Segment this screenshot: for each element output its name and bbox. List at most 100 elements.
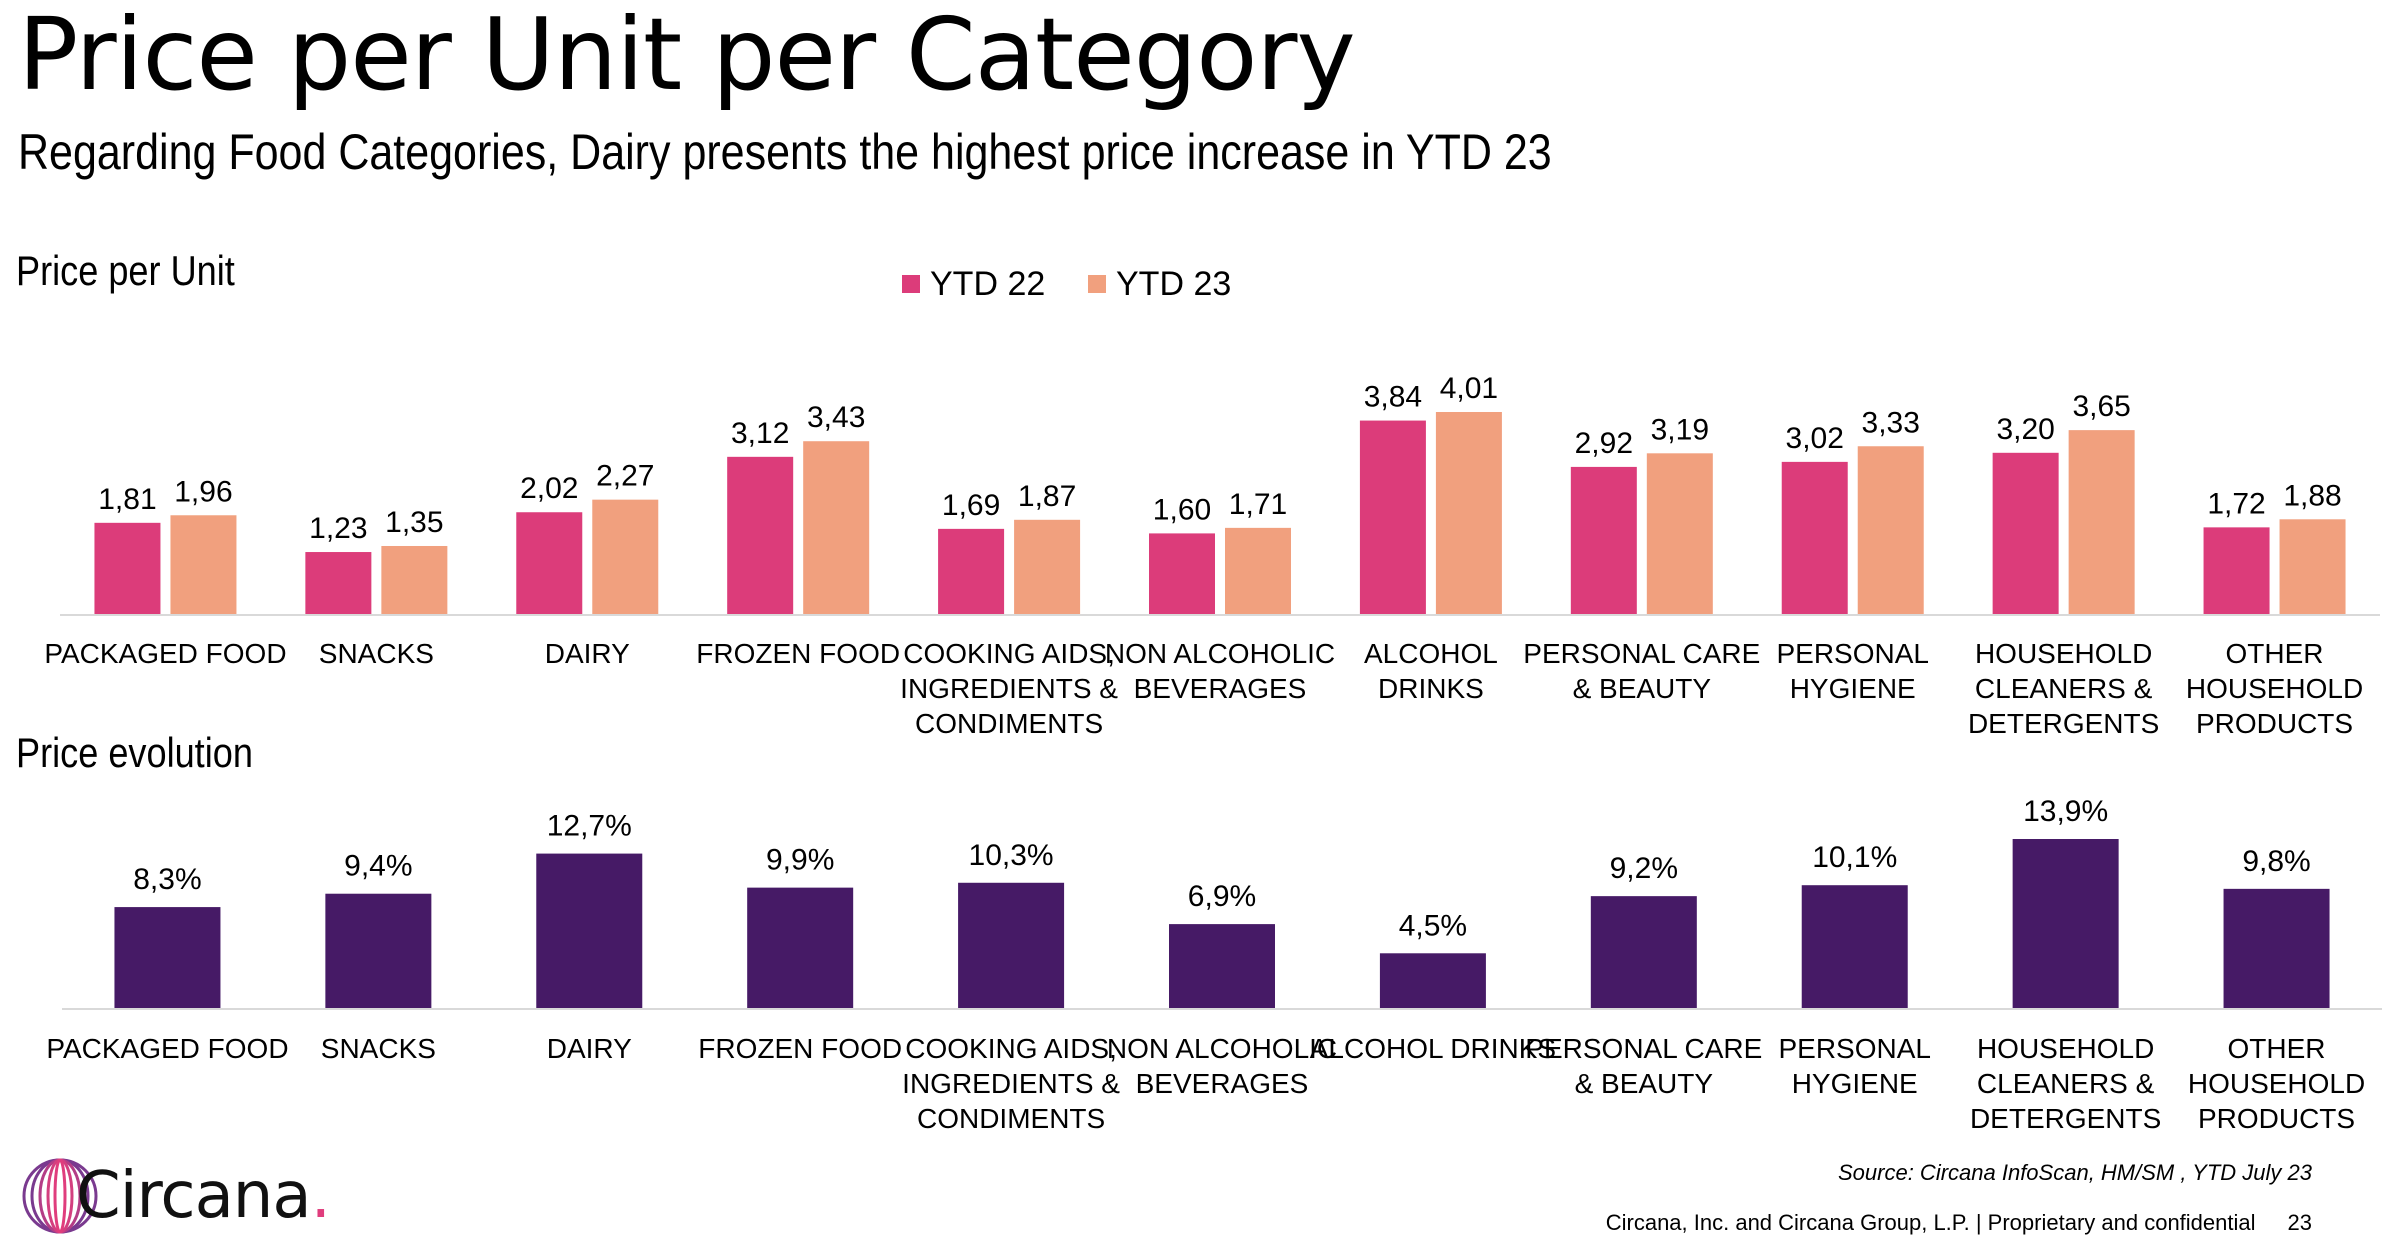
price-evolution-category-label: HOUSEHOLD [1977,1033,2154,1064]
price-evolution-category-label: FROZEN FOOD [698,1033,902,1064]
price-per-unit-value-label: 3,12 [731,417,789,450]
price-per-unit-category-label: OTHER [2226,638,2324,669]
price-per-unit-bar-ytd23 [1435,412,1502,614]
price-per-unit-value-label: 2,92 [1575,427,1633,460]
price-per-unit-category-label: & BEAUTY [1573,673,1712,704]
price-per-unit-value-label: 2,27 [596,460,654,493]
price-per-unit-bar-ytd23 [1225,527,1291,614]
price-per-unit-bar-ytd22 [305,552,372,614]
price-per-unit-category-label: COOKING AIDS, [903,638,1115,669]
price-per-unit-value-label: 3,02 [1786,422,1844,455]
price-per-unit-category-label: HOUSEHOLD [2186,673,2363,704]
price-evolution-category-label: & BEAUTY [1575,1068,1714,1099]
price-per-unit-value-label: 3,19 [1651,413,1709,446]
price-per-unit-value-label: 1,35 [385,506,443,539]
price-evolution-category-label: ALCOHOL DRINKS [1310,1033,1556,1064]
price-evolution-category-label: DAIRY [547,1033,632,1064]
price-evolution-category-label: BEVERAGES [1136,1068,1309,1099]
price-evolution-bar [2223,888,2330,1008]
price-per-unit-bar-ytd22 [938,528,1005,614]
price-per-unit-bar-ytd22 [516,512,583,614]
price-per-unit-value-label: 1,71 [1229,488,1287,521]
price-evolution-category-label: CLEANERS & [1977,1068,2155,1099]
price-per-unit-value-label: 3,43 [807,401,865,434]
price-per-unit-bar-ytd23 [1646,453,1713,614]
price-per-unit-category-label: ALCOHOL [1364,638,1498,669]
price-per-unit-category-label: DETERGENTS [1968,708,2159,739]
price-evolution-value-label: 9,2% [1610,852,1678,885]
price-per-unit-category-label: SNACKS [319,638,434,669]
price-per-unit-category-label: NON ALCOHOLIC [1105,638,1335,669]
price-per-unit-value-label: 1,81 [98,483,156,516]
price-per-unit-value-label: 3,65 [2072,390,2130,423]
price-evolution-bar [325,893,432,1008]
price-evolution-bar [1801,885,1908,1008]
price-per-unit-bar-ytd23 [1857,446,1924,614]
price-per-unit-bar-ytd23 [170,515,237,614]
circana-rings-logo-icon [22,1158,98,1234]
price-evolution-category-label: PRODUCTS [2198,1103,2355,1134]
price-evolution-category-label: COOKING AIDS, [905,1033,1117,1064]
logo-wordmark: Circana. [76,1159,331,1233]
price-evolution-category-label: HYGIENE [1792,1068,1918,1099]
price-per-unit-category-label: PRODUCTS [2196,708,2353,739]
price-evolution-category-label: NON ALCOHOLIC [1107,1033,1337,1064]
price-per-unit-bar-ytd22 [1781,461,1848,614]
price-per-unit-category-label: CONDIMENTS [915,708,1103,739]
price-per-unit-value-label: 1,23 [309,512,367,545]
price-per-unit-category-label: FROZEN FOOD [696,638,900,669]
price-evolution-category-label: CONDIMENTS [917,1103,1105,1134]
price-evolution-bar [958,882,1065,1008]
price-evolution-category-label: INGREDIENTS & [902,1068,1120,1099]
price-evolution-bar [1169,924,1275,1008]
price-per-unit-bar-ytd22 [2203,527,2270,614]
price-per-unit-category-label: INGREDIENTS & [900,673,1118,704]
legal-footer: Circana, Inc. and Circana Group, L.P. | … [1606,1210,2312,1236]
price-per-unit-bar-ytd22 [1149,533,1215,614]
price-evolution-value-label: 12,7% [547,810,632,843]
price-per-unit-value-label: 2,02 [520,472,578,505]
price-per-unit-bar-ytd22 [1992,452,2059,614]
page-subtitle: Regarding Food Categories, Dairy present… [18,124,1552,180]
price-per-unit-value-label: 3,84 [1364,381,1422,414]
price-evolution-bar [2012,839,2119,1008]
legend-swatch-ytd22 [902,275,920,293]
price-evolution-category-label: PACKAGED FOOD [46,1033,288,1064]
price-evolution-value-label: 10,1% [1812,841,1897,874]
price-evolution-bar [747,887,854,1008]
price-per-unit-value-label: 1,88 [2283,479,2341,512]
legend-label-ytd23: YTD 23 [1116,265,1231,303]
price-per-unit-value-label: 1,69 [942,489,1000,522]
price-evolution-value-label: 13,9% [2023,795,2108,828]
price-per-unit-category-label: HOUSEHOLD [1975,638,2152,669]
page-title: Price per Unit per Category [18,0,1356,113]
price-per-unit-label: Price per Unit [16,247,235,294]
legend-swatch-ytd23 [1088,275,1106,293]
price-per-unit-value-label: 1,87 [1018,480,1076,513]
circana-logo: Circana. [14,1155,331,1237]
price-evolution-value-label: 9,4% [344,850,412,883]
price-per-unit-bar-ytd22 [1570,466,1637,614]
price-evolution-bar [536,853,643,1008]
price-evolution-category-label: DETERGENTS [1970,1103,2161,1134]
price-per-unit-category-label: BEVERAGES [1134,673,1307,704]
price-per-unit-bar-ytd23 [2068,430,2135,614]
price-evolution-category-label: HOUSEHOLD [2188,1068,2365,1099]
price-per-unit-bar-ytd23 [803,441,870,614]
source-note: Source: Circana InfoScan, HM/SM , YTD Ju… [1838,1160,2312,1185]
price-per-unit-bar-ytd22 [1359,420,1426,614]
price-per-unit-category-label: PERSONAL CARE [1523,638,1760,669]
price-per-unit-category-label: PACKAGED FOOD [44,638,286,669]
price-evolution-value-label: 9,9% [766,844,834,877]
price-evolution-value-label: 8,3% [133,863,201,896]
price-per-unit-bar-ytd23 [381,545,448,614]
price-evolution-value-label: 10,3% [969,839,1054,872]
price-per-unit-value-label: 1,72 [2207,487,2265,520]
price-per-unit-category-label: CLEANERS & [1975,673,2153,704]
price-per-unit-category-label: DRINKS [1378,673,1484,704]
price-evolution-bar [114,907,221,1008]
price-per-unit-bar-ytd23 [592,499,659,614]
price-per-unit-category-label: HYGIENE [1790,673,1916,704]
price-per-unit-value-label: 4,01 [1440,372,1498,405]
